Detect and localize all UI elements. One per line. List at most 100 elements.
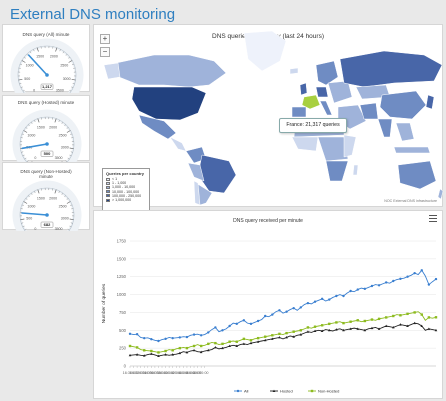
country-eastern-europe[interactable] <box>327 80 353 104</box>
data-point-non-hosted[interactable] <box>192 344 196 348</box>
data-point-non-hosted[interactable] <box>178 346 182 350</box>
data-point-hosted[interactable] <box>199 350 203 354</box>
data-point-non-hosted[interactable] <box>157 351 160 354</box>
data-point-all[interactable] <box>413 271 416 275</box>
data-point-all[interactable] <box>299 306 302 309</box>
data-point-all[interactable] <box>214 326 217 329</box>
data-point-hosted[interactable] <box>228 344 231 347</box>
data-point-hosted[interactable] <box>370 326 374 330</box>
data-point-hosted[interactable] <box>399 323 402 326</box>
country-south-africa[interactable] <box>325 160 349 182</box>
data-point-non-hosted[interactable] <box>228 340 231 343</box>
data-point-hosted[interactable] <box>178 351 182 355</box>
data-point-hosted[interactable] <box>420 324 424 327</box>
data-point-non-hosted[interactable] <box>150 349 153 353</box>
data-point-non-hosted[interactable] <box>413 311 416 314</box>
legend-label[interactable]: Hosted <box>280 388 293 393</box>
legend-label[interactable]: Non-Hosted <box>318 388 339 393</box>
data-point-hosted[interactable] <box>377 327 381 330</box>
data-point-non-hosted[interactable] <box>392 314 395 318</box>
data-point-hosted[interactable] <box>327 328 331 332</box>
data-point-all[interactable] <box>328 298 331 301</box>
country-australia[interactable] <box>397 160 437 190</box>
data-point-non-hosted[interactable] <box>370 318 374 321</box>
data-point-all[interactable] <box>278 309 281 312</box>
country-central-america[interactable] <box>169 136 187 152</box>
data-point-hosted[interactable] <box>150 352 153 355</box>
data-point-hosted[interactable] <box>299 333 303 336</box>
data-point-all[interactable] <box>171 336 174 340</box>
country-russia[interactable] <box>339 50 443 88</box>
data-point-hosted[interactable] <box>242 342 246 345</box>
country-iceland[interactable] <box>289 67 299 75</box>
zoom-in-button[interactable]: + <box>100 34 110 44</box>
country-west-africa[interactable] <box>291 136 319 152</box>
country-iberia[interactable] <box>291 106 307 118</box>
data-point-non-hosted[interactable] <box>349 320 352 323</box>
data-point-hosted[interactable] <box>135 353 139 356</box>
data-point-hosted[interactable] <box>157 354 160 357</box>
data-point-hosted[interactable] <box>206 348 210 352</box>
data-point-all[interactable] <box>420 269 423 272</box>
data-point-non-hosted[interactable] <box>342 321 345 325</box>
data-point-all[interactable] <box>235 322 238 326</box>
data-point-non-hosted[interactable] <box>292 330 295 333</box>
country-india[interactable] <box>377 118 393 138</box>
data-point-hosted[interactable] <box>335 328 338 331</box>
data-point-hosted[interactable] <box>313 329 317 332</box>
data-point-non-hosted[interactable] <box>278 332 281 336</box>
data-point-all[interactable] <box>292 306 295 310</box>
data-point-hosted[interactable] <box>356 327 360 330</box>
country-uk[interactable] <box>299 82 308 96</box>
country-indonesia[interactable] <box>393 146 431 154</box>
data-point-non-hosted[interactable] <box>128 344 132 348</box>
data-point-all[interactable] <box>157 339 160 343</box>
data-point-hosted[interactable] <box>249 341 253 345</box>
data-point-all[interactable] <box>434 277 438 281</box>
country-italy[interactable] <box>319 100 333 116</box>
data-point-non-hosted[interactable] <box>185 346 189 350</box>
data-point-all[interactable] <box>356 288 359 291</box>
data-point-hosted[interactable] <box>434 328 438 332</box>
data-point-hosted[interactable] <box>292 335 295 338</box>
data-point-non-hosted[interactable] <box>328 322 331 326</box>
data-point-hosted[interactable] <box>320 329 324 332</box>
data-point-all[interactable] <box>406 275 409 278</box>
data-point-hosted[interactable] <box>363 328 367 332</box>
legend-label[interactable]: All <box>244 388 249 393</box>
data-point-hosted[interactable] <box>263 338 267 342</box>
data-point-all[interactable] <box>392 279 395 283</box>
data-point-all[interactable] <box>192 333 196 336</box>
data-point-non-hosted[interactable] <box>256 336 260 340</box>
data-point-all[interactable] <box>427 283 431 286</box>
data-point-hosted[interactable] <box>427 327 431 330</box>
data-point-hosted[interactable] <box>306 330 310 333</box>
data-point-all[interactable] <box>313 300 317 303</box>
data-point-non-hosted[interactable] <box>406 312 409 316</box>
country-scandinavia[interactable] <box>315 60 339 86</box>
data-point-all[interactable] <box>228 324 231 328</box>
zoom-out-button[interactable]: − <box>100 47 110 57</box>
data-point-non-hosted[interactable] <box>207 342 210 346</box>
data-point-non-hosted[interactable] <box>320 324 324 327</box>
data-point-non-hosted[interactable] <box>164 349 167 353</box>
country-mexico[interactable] <box>138 114 177 140</box>
country-japan[interactable] <box>425 94 435 110</box>
data-point-all[interactable] <box>306 301 310 305</box>
country-peru[interactable] <box>187 162 205 182</box>
data-point-all[interactable] <box>256 319 260 323</box>
country-central-africa[interactable] <box>317 136 349 162</box>
data-point-non-hosted[interactable] <box>171 349 174 352</box>
data-point-all[interactable] <box>185 335 189 339</box>
data-point-hosted[interactable] <box>349 327 352 330</box>
country-southeast-asia[interactable] <box>395 122 415 142</box>
country-canada[interactable] <box>115 54 227 88</box>
data-point-all[interactable] <box>178 336 182 339</box>
data-point-hosted[interactable] <box>256 340 260 343</box>
series-line-all[interactable] <box>129 269 437 342</box>
data-point-all[interactable] <box>320 297 324 301</box>
country-france[interactable] <box>301 94 321 110</box>
data-point-hosted[interactable] <box>406 324 409 327</box>
data-point-hosted[interactable] <box>278 336 281 339</box>
data-point-all[interactable] <box>128 332 132 336</box>
